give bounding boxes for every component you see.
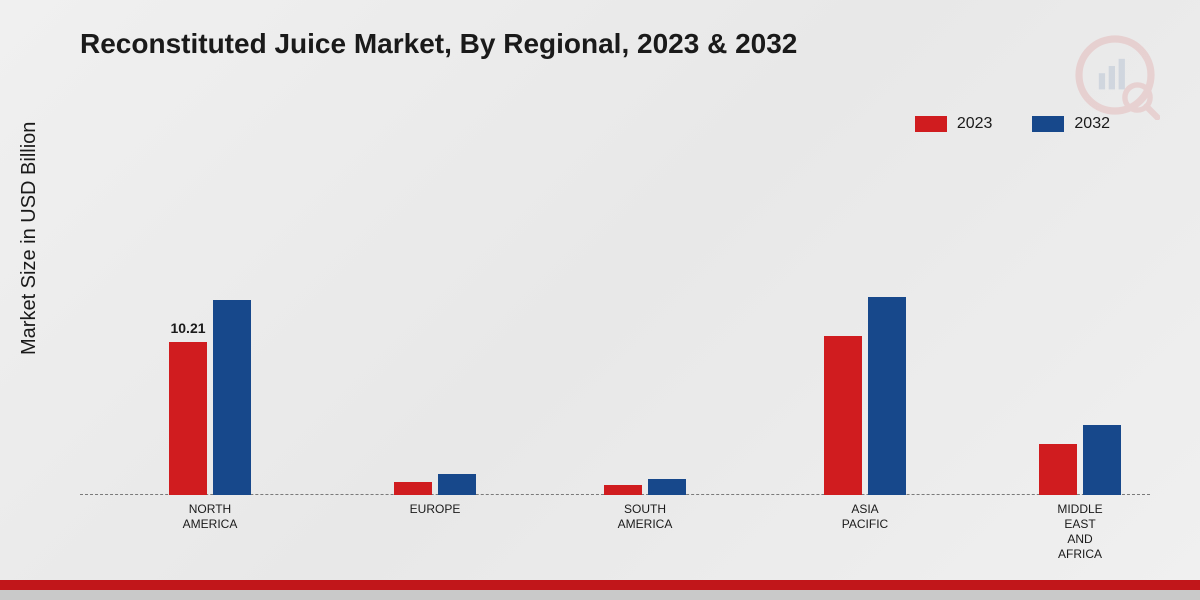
- x-tick-label: SOUTH AMERICA: [618, 502, 673, 532]
- bar-2032: [438, 474, 476, 495]
- bar-group: [1039, 425, 1121, 496]
- bar-group: [394, 474, 476, 495]
- footer-grey-stripe: [0, 590, 1200, 600]
- bar-group: 10.21: [169, 300, 251, 495]
- bar-group: [824, 297, 906, 495]
- legend-label-2032: 2032: [1074, 115, 1110, 133]
- bar-2032: [213, 300, 251, 495]
- chart-plot-area: 10.21: [80, 165, 1150, 495]
- legend: 2023 2032: [915, 115, 1110, 133]
- bar-2032: [648, 479, 686, 496]
- x-tick-label: EUROPE: [410, 502, 461, 517]
- logo-watermark-icon: [1070, 30, 1160, 120]
- legend-item-2023: 2023: [915, 115, 993, 133]
- legend-label-2023: 2023: [957, 115, 993, 133]
- y-axis-label: Market Size in USD Billion: [18, 122, 41, 355]
- legend-swatch-2023: [915, 116, 947, 132]
- bar-2032: [1083, 425, 1121, 496]
- bar-2023: [394, 482, 432, 496]
- x-tick-label: NORTH AMERICA: [183, 502, 238, 532]
- bar-2023: [824, 336, 862, 495]
- footer-accent: [0, 580, 1200, 600]
- bar-group: [604, 479, 686, 496]
- x-tick-label: MIDDLE EAST AND AFRICA: [1057, 502, 1102, 562]
- bar-2023: [1039, 444, 1077, 495]
- bar-2032: [868, 297, 906, 495]
- x-tick-label: ASIA PACIFIC: [842, 502, 888, 532]
- bar-2023: [604, 485, 642, 496]
- legend-item-2032: 2032: [1032, 115, 1110, 133]
- footer-red-stripe: [0, 580, 1200, 590]
- bar-value-label: 10.21: [170, 320, 205, 336]
- legend-swatch-2032: [1032, 116, 1064, 132]
- bar-2023: 10.21: [169, 342, 207, 495]
- chart-title: Reconstituted Juice Market, By Regional,…: [80, 28, 797, 60]
